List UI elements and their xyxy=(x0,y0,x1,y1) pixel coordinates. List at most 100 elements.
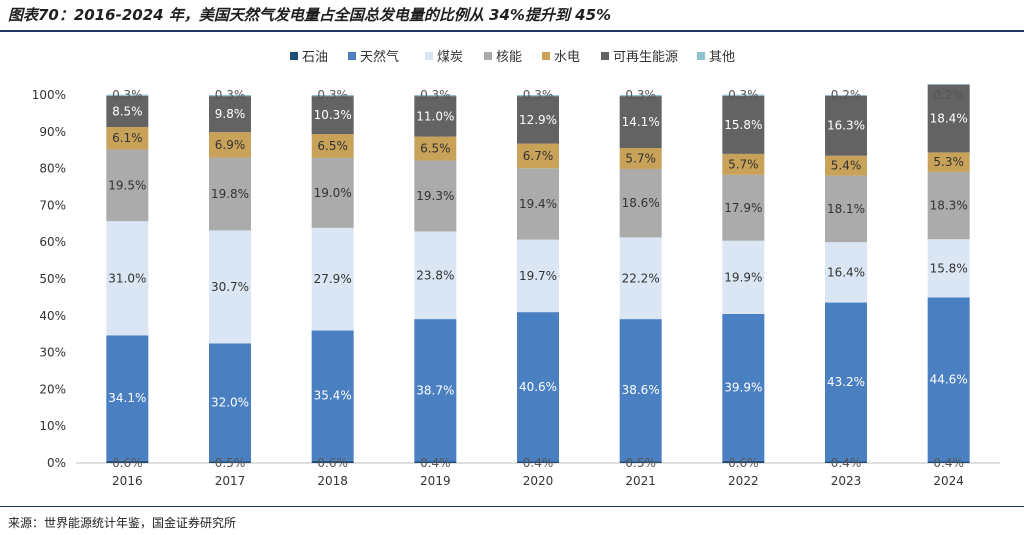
y-tick-label: 80% xyxy=(39,162,66,176)
data-label: 0.3% xyxy=(523,88,554,102)
data-label: 14.1% xyxy=(622,115,660,129)
x-tick-label: 2023 xyxy=(831,474,862,488)
legend-label-5: 可再生能源 xyxy=(613,50,678,65)
data-label: 0.4% xyxy=(933,456,964,470)
bar-segment xyxy=(722,460,765,463)
bar-segment xyxy=(927,461,970,463)
data-label: 0.4% xyxy=(831,456,862,470)
data-label: 0.5% xyxy=(625,456,656,470)
bar-segment xyxy=(311,95,354,97)
bar-segment xyxy=(722,313,765,461)
bar-segment xyxy=(825,155,867,176)
data-label: 11.0% xyxy=(416,109,454,123)
bar-segment xyxy=(825,95,867,96)
data-label: 19.9% xyxy=(724,270,762,284)
data-label: 19.7% xyxy=(519,269,557,283)
bar-segment xyxy=(619,319,662,462)
legend-swatch-3 xyxy=(484,52,492,60)
data-label: 19.3% xyxy=(416,189,454,203)
data-label: 39.9% xyxy=(724,380,762,394)
bar-segment xyxy=(106,460,149,463)
bar-segment xyxy=(927,152,970,172)
legend-label-2: 煤炭 xyxy=(437,50,463,65)
data-label: 0.5% xyxy=(215,456,246,470)
bar-segment xyxy=(825,242,867,303)
source-note: 来源：世界能源统计年鉴，国金证券研究所 xyxy=(8,516,237,530)
bar-segment xyxy=(517,95,559,97)
bar-segment xyxy=(414,319,457,462)
data-label: 6.9% xyxy=(215,138,246,152)
bar-segment xyxy=(209,96,251,133)
bar-segment xyxy=(414,95,457,97)
data-label: 6.1% xyxy=(112,131,143,145)
stacked-bar-chart: 石油 天然气 煤炭 核能 水电 可再生能源 其他 0% 10% 20% 30% 40% 50% 60% 70… xyxy=(32,49,1000,488)
bar-segment xyxy=(619,168,662,238)
bar-segment xyxy=(722,153,765,175)
data-label: 0.4% xyxy=(420,456,451,470)
data-label: 6.7% xyxy=(523,149,554,163)
y-tick-label: 20% xyxy=(39,382,66,396)
data-label: 38.7% xyxy=(416,383,454,397)
bar-segment xyxy=(209,461,251,463)
data-label: 32.0% xyxy=(211,395,249,409)
bar-segment xyxy=(106,221,149,336)
data-label: 6.5% xyxy=(420,142,451,156)
data-label: 0.3% xyxy=(215,88,246,102)
data-label: 19.5% xyxy=(108,178,146,192)
legend-swatch-2 xyxy=(425,52,433,60)
bar-segment xyxy=(722,174,765,241)
bar-segment xyxy=(311,134,354,158)
bar-segment xyxy=(414,160,457,232)
bar-segment xyxy=(619,237,662,320)
data-label: 27.9% xyxy=(314,272,352,286)
data-label: 30.7% xyxy=(211,280,249,294)
bar-segment xyxy=(619,96,662,148)
data-label: 43.2% xyxy=(827,375,865,389)
data-label: 0.3% xyxy=(317,88,348,102)
x-tick-label: 2017 xyxy=(215,474,246,488)
x-tick-label: 2019 xyxy=(420,474,451,488)
bar-segment xyxy=(414,461,457,463)
legend-label-6: 其他 xyxy=(709,50,735,65)
bar-segment xyxy=(414,231,457,320)
y-tick-label: 90% xyxy=(39,125,66,139)
bar-segment xyxy=(311,157,354,228)
x-tick-label: 2018 xyxy=(317,474,348,488)
bar-segment xyxy=(619,95,662,97)
data-label: 5.7% xyxy=(728,157,759,171)
bar-segment xyxy=(209,95,251,97)
data-label: 40.6% xyxy=(519,380,557,394)
data-label: 19.0% xyxy=(314,186,352,200)
x-tick-label: 2016 xyxy=(112,474,143,488)
data-label: 34.1% xyxy=(108,391,146,405)
bar-segment xyxy=(619,461,662,463)
x-tick-label: 2024 xyxy=(933,474,964,488)
y-tick-label: 10% xyxy=(39,419,66,433)
bar-segment xyxy=(927,171,970,240)
legend-swatch-5 xyxy=(601,52,609,60)
bar-segment xyxy=(927,297,970,462)
data-label: 0.4% xyxy=(523,456,554,470)
y-tick-label: 100% xyxy=(32,88,66,102)
data-label: 0.2% xyxy=(933,88,964,102)
x-tick-label: 2021 xyxy=(625,474,656,488)
bar-segment xyxy=(311,96,354,135)
data-label: 6.5% xyxy=(317,139,348,153)
data-label: 0.3% xyxy=(728,88,759,102)
bar-segment xyxy=(311,330,354,461)
data-label: 15.8% xyxy=(724,118,762,132)
data-label: 18.4% xyxy=(930,112,968,126)
bar-segment xyxy=(517,143,559,169)
data-label: 19.4% xyxy=(519,197,557,211)
bar-segment xyxy=(619,147,662,169)
data-label: 9.8% xyxy=(215,107,246,121)
bar-segment xyxy=(927,83,970,85)
data-label: 12.9% xyxy=(519,113,557,127)
bar-segment xyxy=(722,95,765,154)
bar-segment xyxy=(517,312,559,462)
bar-segment xyxy=(517,461,559,463)
data-label: 8.5% xyxy=(112,104,143,118)
data-label: 5.4% xyxy=(831,159,862,173)
source-divider xyxy=(0,506,1024,507)
chart-title: 图表70：2016-2024 年，美国天然气发电量占全国总发电量的比例从 34%… xyxy=(8,6,612,24)
